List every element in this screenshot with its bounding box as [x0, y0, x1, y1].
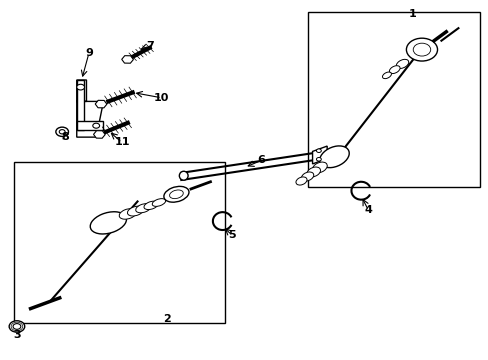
Bar — [77, 80, 84, 130]
Ellipse shape — [319, 146, 348, 168]
Text: 1: 1 — [407, 9, 415, 19]
Text: 6: 6 — [257, 156, 265, 165]
Polygon shape — [77, 80, 103, 137]
Circle shape — [316, 157, 321, 161]
Text: 2: 2 — [163, 314, 170, 324]
Text: 10: 10 — [154, 93, 169, 103]
Text: 5: 5 — [228, 230, 236, 240]
Ellipse shape — [143, 201, 158, 210]
Bar — [307, 12, 479, 187]
Ellipse shape — [169, 190, 183, 199]
Ellipse shape — [179, 171, 188, 180]
Circle shape — [406, 38, 437, 61]
Text: 11: 11 — [114, 138, 129, 148]
Text: 8: 8 — [61, 132, 69, 142]
Circle shape — [59, 130, 65, 134]
Bar — [77, 121, 103, 130]
Text: 4: 4 — [364, 205, 372, 215]
Ellipse shape — [90, 212, 126, 234]
Ellipse shape — [312, 162, 326, 173]
Ellipse shape — [136, 204, 151, 213]
Circle shape — [56, 127, 68, 136]
Text: 3: 3 — [13, 330, 20, 341]
Ellipse shape — [119, 209, 136, 219]
Text: 7: 7 — [145, 41, 153, 51]
Circle shape — [316, 149, 321, 153]
Ellipse shape — [306, 167, 320, 177]
Circle shape — [9, 321, 25, 332]
Ellipse shape — [388, 66, 399, 73]
Ellipse shape — [395, 59, 408, 68]
Ellipse shape — [382, 72, 391, 78]
Ellipse shape — [152, 199, 165, 206]
Ellipse shape — [163, 186, 188, 202]
Circle shape — [412, 43, 430, 56]
Polygon shape — [312, 146, 326, 164]
Circle shape — [93, 123, 100, 128]
Ellipse shape — [127, 206, 143, 216]
Ellipse shape — [301, 172, 313, 181]
Circle shape — [77, 84, 84, 90]
Text: 9: 9 — [85, 48, 93, 58]
Bar — [14, 162, 224, 323]
Ellipse shape — [295, 177, 306, 185]
Circle shape — [13, 324, 21, 329]
